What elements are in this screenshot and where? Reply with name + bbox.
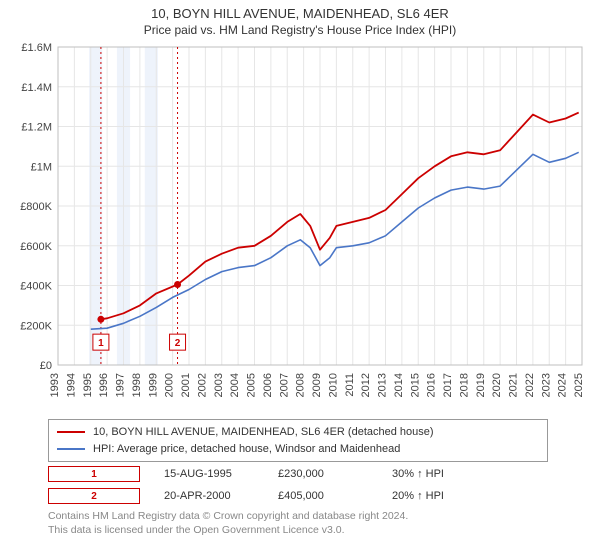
svg-text:2021: 2021 bbox=[508, 373, 520, 397]
svg-text:1999: 1999 bbox=[147, 373, 159, 397]
svg-text:£1M: £1M bbox=[31, 161, 52, 173]
svg-text:2020: 2020 bbox=[491, 373, 503, 397]
svg-text:2001: 2001 bbox=[180, 373, 192, 397]
svg-text:2022: 2022 bbox=[524, 373, 536, 397]
marker-date-2: 20-APR-2000 bbox=[164, 490, 254, 502]
svg-text:£400K: £400K bbox=[20, 281, 52, 293]
svg-text:1993: 1993 bbox=[49, 373, 61, 397]
svg-text:2007: 2007 bbox=[278, 373, 290, 397]
svg-text:2000: 2000 bbox=[164, 373, 176, 397]
legend-row-price-paid: 10, BOYN HILL AVENUE, MAIDENHEAD, SL6 4E… bbox=[57, 424, 539, 441]
svg-text:2024: 2024 bbox=[557, 373, 569, 397]
marker-badge-1: 1 bbox=[48, 466, 140, 482]
line-chart: £0 £200K £400K £600K £800K £1M £1.2M £1.4M £1.6M… bbox=[10, 43, 590, 413]
legend-label-price-paid: 10, BOYN HILL AVENUE, MAIDENHEAD, SL6 4E… bbox=[93, 424, 434, 441]
svg-text:2003: 2003 bbox=[213, 373, 225, 397]
svg-text:2005: 2005 bbox=[246, 373, 258, 397]
svg-text:2018: 2018 bbox=[458, 373, 470, 397]
svg-text:2004: 2004 bbox=[229, 373, 241, 397]
svg-text:1998: 1998 bbox=[131, 373, 143, 397]
svg-text:1994: 1994 bbox=[65, 373, 77, 397]
svg-text:1: 1 bbox=[98, 338, 104, 349]
marker-row-1: 1 15-AUG-1995 £230,000 30% ↑ HPI bbox=[48, 466, 590, 482]
marker-date-1: 15-AUG-1995 bbox=[164, 468, 254, 480]
svg-text:£800K: £800K bbox=[20, 201, 52, 213]
marker-badge-2: 2 bbox=[48, 488, 140, 504]
svg-text:£0: £0 bbox=[40, 360, 52, 372]
svg-text:£600K: £600K bbox=[20, 241, 52, 253]
attribution-line-2: This data is licensed under the Open Gov… bbox=[48, 524, 590, 538]
svg-text:2: 2 bbox=[175, 338, 181, 349]
svg-text:2009: 2009 bbox=[311, 373, 323, 397]
svg-text:2014: 2014 bbox=[393, 373, 405, 397]
svg-text:2013: 2013 bbox=[377, 373, 389, 397]
marker-price-1: £230,000 bbox=[278, 468, 368, 480]
svg-text:1996: 1996 bbox=[98, 373, 110, 397]
svg-text:2019: 2019 bbox=[475, 373, 487, 397]
legend-swatch-hpi bbox=[57, 448, 85, 450]
marker-hpi-2: 20% ↑ HPI bbox=[392, 490, 482, 502]
svg-text:2002: 2002 bbox=[196, 373, 208, 397]
svg-text:2023: 2023 bbox=[540, 373, 552, 397]
svg-text:£200K: £200K bbox=[20, 320, 52, 332]
svg-text:2006: 2006 bbox=[262, 373, 274, 397]
chart-subtitle: Price paid vs. HM Land Registry's House … bbox=[10, 23, 590, 37]
svg-text:2010: 2010 bbox=[327, 373, 339, 397]
legend-row-hpi: HPI: Average price, detached house, Wind… bbox=[57, 441, 539, 458]
svg-text:£1.6M: £1.6M bbox=[21, 43, 52, 54]
legend-label-hpi: HPI: Average price, detached house, Wind… bbox=[93, 441, 400, 458]
legend-box: 10, BOYN HILL AVENUE, MAIDENHEAD, SL6 4E… bbox=[48, 419, 548, 462]
attribution-line-1: Contains HM Land Registry data © Crown c… bbox=[48, 510, 590, 524]
svg-text:2017: 2017 bbox=[442, 373, 454, 397]
marker-hpi-1: 30% ↑ HPI bbox=[392, 468, 482, 480]
svg-text:2012: 2012 bbox=[360, 373, 372, 397]
marker-price-2: £405,000 bbox=[278, 490, 368, 502]
svg-text:2008: 2008 bbox=[295, 373, 307, 397]
svg-text:2011: 2011 bbox=[344, 373, 356, 397]
svg-text:£1.4M: £1.4M bbox=[21, 82, 52, 94]
svg-text:2016: 2016 bbox=[426, 373, 438, 397]
svg-text:£1.2M: £1.2M bbox=[21, 122, 52, 134]
marker-row-2: 2 20-APR-2000 £405,000 20% ↑ HPI bbox=[48, 488, 590, 504]
attribution: Contains HM Land Registry data © Crown c… bbox=[48, 510, 590, 537]
svg-text:2025: 2025 bbox=[573, 373, 585, 397]
chart-svg: £0 £200K £400K £600K £800K £1M £1.2M £1.4M £1.6M… bbox=[10, 43, 590, 413]
chart-title: 10, BOYN HILL AVENUE, MAIDENHEAD, SL6 4E… bbox=[10, 6, 590, 21]
svg-text:1995: 1995 bbox=[82, 373, 94, 397]
svg-text:2015: 2015 bbox=[409, 373, 421, 397]
marker-table: 1 15-AUG-1995 £230,000 30% ↑ HPI 2 20-AP… bbox=[48, 466, 590, 504]
svg-text:1997: 1997 bbox=[115, 373, 127, 397]
legend-swatch-price-paid bbox=[57, 431, 85, 433]
